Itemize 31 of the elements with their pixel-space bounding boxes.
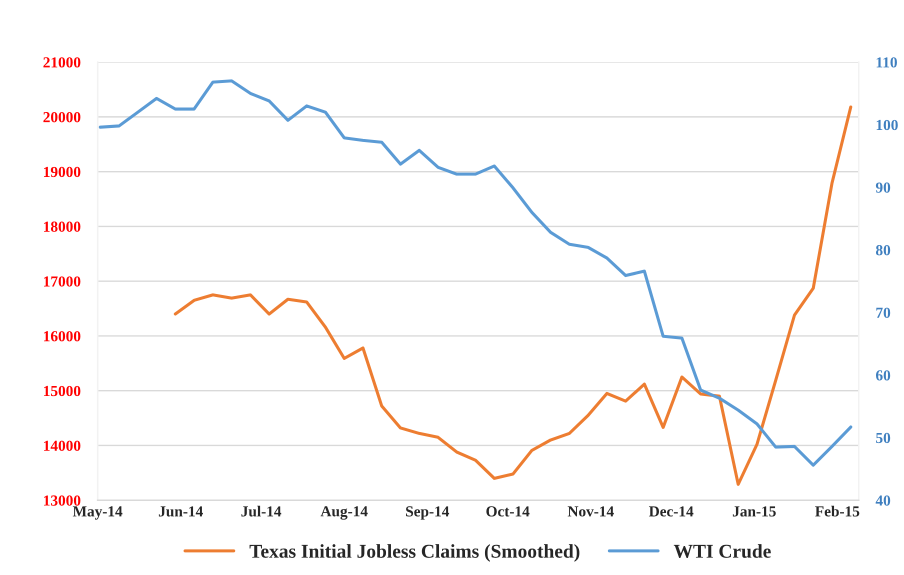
x-tick-label: Feb-15 [815, 506, 860, 517]
x-tick-label: Jul-14 [241, 506, 282, 517]
y2-tick-label: 50 [876, 432, 890, 444]
y-tick-label: 19000 [44, 166, 80, 178]
x-tick-label: May-14 [72, 506, 122, 520]
line-series [174, 105, 852, 486]
y2-tick-label: 90 [876, 182, 890, 193]
y-tick-label: 20000 [43, 112, 80, 122]
y2-tick-label: 70 [876, 308, 890, 318]
legend-label: WTI Crude [674, 544, 771, 558]
x-tick-label: Dec-14 [648, 506, 694, 517]
y2-tick-label: 60 [876, 370, 890, 381]
x-tick-label: Jun-14 [158, 506, 203, 517]
y-tick-label: 17000 [44, 276, 80, 287]
x-tick-label: Oct-14 [486, 506, 530, 517]
y2-tick-label: 80 [876, 245, 890, 256]
y2-tick-label: 100 [876, 120, 898, 130]
x-tick-label: Aug-14 [320, 506, 368, 520]
y-tick-label: 21000 [43, 57, 80, 68]
y-tick-label: 18000 [44, 222, 80, 232]
legend-label: Texas Initial Jobless Claims (Smoothed) [250, 544, 580, 562]
x-tick-label: Sep-14 [406, 506, 450, 520]
x-tick-label: Jan-15 [732, 506, 776, 517]
y2-tick-label: 40 [876, 495, 890, 506]
y-tick-label: 13000 [44, 495, 80, 506]
y2-tick-label: 110 [876, 57, 897, 68]
y-tick-label: 14000 [44, 440, 80, 451]
y-tick-label: 16000 [44, 331, 80, 342]
x-tick-label: Nov-14 [568, 506, 614, 517]
line-series [98, 79, 852, 467]
y-tick-label: 15000 [44, 386, 80, 396]
